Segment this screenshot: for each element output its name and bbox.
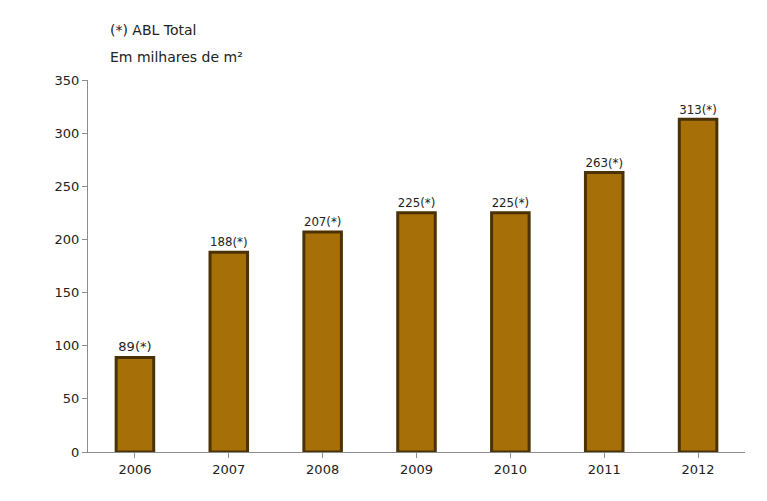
svg-text:2007: 2007 <box>212 462 245 477</box>
svg-text:2010: 2010 <box>494 462 527 477</box>
svg-text:313(*): 313(*) <box>679 103 716 117</box>
svg-text:225(*): 225(*) <box>398 196 435 210</box>
svg-text:2012: 2012 <box>682 462 715 477</box>
svg-text:Em milhares de m²: Em milhares de m² <box>110 49 243 65</box>
svg-text:0: 0 <box>71 445 79 460</box>
svg-text:89(*): 89(*) <box>118 339 151 354</box>
svg-text:100: 100 <box>55 338 80 353</box>
svg-text:200: 200 <box>55 232 80 247</box>
svg-text:150: 150 <box>55 285 80 300</box>
svg-text:350: 350 <box>55 73 80 88</box>
svg-text:188(*): 188(*) <box>210 235 248 249</box>
svg-text:50: 50 <box>63 391 80 406</box>
svg-text:207(*): 207(*) <box>304 215 341 229</box>
svg-text:300: 300 <box>55 126 80 141</box>
svg-text:225(*): 225(*) <box>492 196 529 210</box>
svg-text:263(*): 263(*) <box>585 156 623 170</box>
svg-text:(*) ABL Total: (*) ABL Total <box>110 22 197 38</box>
svg-text:2006: 2006 <box>118 462 151 477</box>
svg-text:2009: 2009 <box>400 462 433 477</box>
svg-text:2008: 2008 <box>306 462 339 477</box>
svg-text:2011: 2011 <box>588 462 621 477</box>
svg-text:250: 250 <box>55 179 80 194</box>
